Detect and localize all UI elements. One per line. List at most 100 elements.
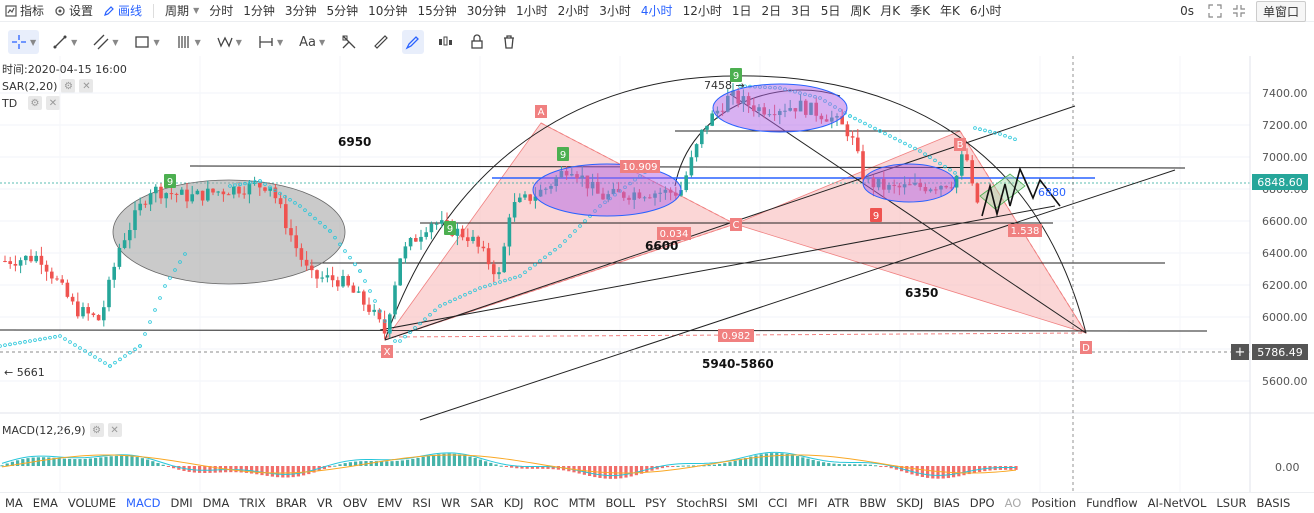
ruler-tool[interactable] (370, 30, 392, 54)
period-item[interactable]: 1小时 (516, 4, 548, 18)
indicator-tab[interactable]: DMI (170, 496, 193, 510)
gear-icon[interactable]: ⚙ (61, 79, 76, 93)
period-item[interactable]: 月K (880, 4, 901, 18)
indicator-tab[interactable]: BIAS (933, 496, 960, 510)
indicator-tab[interactable]: MFI (797, 496, 818, 510)
wave-tool[interactable]: ▼ (214, 30, 245, 54)
period-item[interactable]: 1日 (731, 4, 752, 18)
indicator-tab[interactable]: WR (440, 496, 461, 510)
macd-bar (494, 464, 498, 466)
period-item[interactable]: 30分钟 (466, 4, 506, 18)
period-item[interactable]: 年K (940, 4, 960, 18)
period-item[interactable]: 3小时 (599, 4, 631, 18)
period-item[interactable]: 10分钟 (368, 4, 408, 18)
macd-bar (0, 465, 4, 467)
indicator-tab[interactable]: CCI (768, 496, 788, 510)
indicator-tab[interactable]: SKDJ (896, 496, 924, 510)
indicator-tab[interactable]: SMI (737, 496, 759, 510)
close-icon[interactable]: ✕ (79, 79, 94, 93)
period-item[interactable]: 3分钟 (284, 4, 317, 18)
window-mode-select[interactable]: 单窗口 (1255, 0, 1306, 22)
close-icon[interactable]: ✕ (107, 423, 122, 437)
period-item[interactable]: 15分钟 (417, 4, 457, 18)
indicators-button[interactable]: 指标 (0, 0, 49, 22)
indicator-tab[interactable]: TRIX (239, 496, 266, 510)
indicator-tab[interactable]: KDJ (503, 496, 524, 510)
period-item[interactable]: 季K (910, 4, 931, 18)
indicator-tab[interactable]: BBW (859, 496, 887, 510)
magnet-tool[interactable] (402, 30, 425, 54)
plus-icon[interactable]: + (1235, 345, 1246, 360)
indicator-tab[interactable]: ROC (533, 496, 559, 510)
period-item[interactable]: 6小时 (969, 4, 1002, 18)
period-item[interactable]: 3日 (791, 4, 811, 18)
indicator-tab[interactable]: Fundflow (1086, 496, 1138, 510)
candle-body (512, 202, 517, 218)
compress-icon[interactable] (1232, 4, 1246, 18)
indicator-tab[interactable]: VR (316, 496, 333, 510)
indicator-tab[interactable]: ATR (827, 496, 850, 510)
period-item[interactable]: 5分钟 (326, 4, 359, 18)
indicator-tab[interactable]: OBV (342, 496, 368, 510)
indicator-tab[interactable]: DMA (202, 496, 230, 510)
indicator-tab[interactable]: MA (5, 496, 23, 510)
macd-bar (723, 463, 727, 466)
indicator-tab[interactable]: MTM (568, 496, 596, 510)
gear-icon[interactable]: ⚙ (89, 423, 104, 437)
indicator-tab[interactable]: BRAR (275, 496, 307, 510)
period-item[interactable]: 周K (850, 4, 871, 18)
crosshair-tool[interactable]: ▼ (8, 30, 40, 54)
indicator-tab[interactable]: LSUR (1216, 496, 1247, 510)
indicator-tab[interactable]: AI-NetVOL (1147, 496, 1207, 510)
candle-body (299, 248, 304, 260)
candle-body (122, 240, 127, 248)
price-chart[interactable]: 9 9 9 9 9 A B C D X 10.909 0.034 1.538 0.982… (0, 56, 1314, 492)
gear-icon[interactable]: ⚙ (28, 96, 42, 110)
indicator-tab[interactable]: Position (1031, 496, 1077, 510)
channel-tool[interactable]: ▼ (90, 30, 121, 54)
candle-body (856, 137, 860, 152)
measure-tool[interactable]: ▼ (255, 30, 286, 54)
fullscreen-icon[interactable] (1208, 4, 1222, 18)
candle-style-tool[interactable] (434, 30, 456, 54)
sar-dot (283, 194, 287, 199)
period-item[interactable]: 2日 (761, 4, 782, 18)
sar-dot (23, 340, 27, 344)
candle-body (185, 189, 189, 202)
period-item[interactable]: 5日 (820, 4, 841, 18)
text-tool[interactable]: Aa ▼ (296, 30, 328, 54)
pattern-tool[interactable] (338, 30, 360, 54)
indicator-tab[interactable]: EMA (32, 496, 58, 510)
indicator-tab[interactable]: MACD (126, 496, 161, 510)
period-item[interactable]: 1分钟 (243, 4, 275, 18)
sar-dot (1003, 133, 1007, 138)
lock-tool[interactable] (466, 30, 488, 54)
indicator-tab[interactable]: RSI (412, 496, 431, 510)
candle-body (341, 276, 345, 287)
rectangle-tool[interactable]: ▼ (131, 30, 162, 54)
indicator-tab[interactable]: VOLUME (67, 496, 117, 510)
sar-dot (258, 179, 262, 183)
macd-bar (473, 457, 477, 466)
candle-body (403, 246, 408, 259)
indicator-tab[interactable]: EMV (377, 496, 403, 510)
indicator-tab[interactable]: StochRSI (676, 496, 728, 510)
indicator-tab[interactable]: DPO (969, 496, 995, 510)
sar-dot (303, 208, 307, 212)
indicator-tab[interactable]: BOLL (605, 496, 636, 510)
close-icon[interactable]: ✕ (46, 96, 60, 110)
period-menu[interactable]: 周期 ▼ (160, 0, 204, 22)
period-item[interactable]: 分时 (209, 4, 234, 18)
delete-tool[interactable] (498, 30, 520, 54)
indicator-tab[interactable]: BASIS (1256, 496, 1291, 510)
indicator-tab[interactable]: AO (1004, 496, 1022, 510)
period-item[interactable]: 4小时 (640, 4, 673, 18)
settings-button[interactable]: 设置 (49, 0, 98, 22)
period-item[interactable]: 12小时 (682, 4, 722, 18)
trendline-tool[interactable]: ▼ (49, 30, 80, 54)
fib-tool[interactable]: ▼ (173, 30, 204, 54)
draw-button[interactable]: 画线 (98, 0, 147, 22)
indicator-tab[interactable]: SAR (470, 496, 494, 510)
indicator-tab[interactable]: PSY (645, 496, 667, 510)
period-item[interactable]: 2小时 (557, 4, 590, 18)
